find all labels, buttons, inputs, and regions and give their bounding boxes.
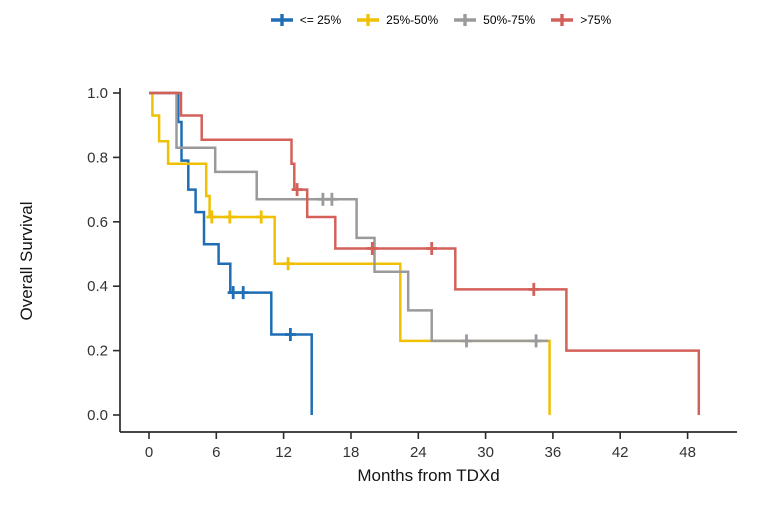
x-tick-label: 36 — [545, 444, 562, 461]
y-tick-label: 1.0 — [87, 85, 108, 102]
y-tick-label: 0.0 — [87, 407, 108, 424]
legend: <= 25% 25%-50% 50%-75% >75% — [55, 13, 771, 27]
x-tick-label: 48 — [679, 444, 696, 461]
x-tick-label: 0 — [145, 444, 153, 461]
y-tick-label: 0.8 — [87, 149, 108, 166]
legend-label: <= 25% — [299, 13, 342, 27]
x-axis-title: Months from TDXd — [357, 466, 500, 485]
legend-item-25-50: 25%-50% — [356, 13, 438, 27]
plus-marker-icon — [357, 14, 380, 26]
km-curve-2 — [149, 91, 549, 343]
legend-label: >75% — [580, 13, 612, 27]
plus-marker-icon — [454, 14, 477, 26]
x-tick-label: 42 — [612, 444, 629, 461]
km-curve-1 — [149, 91, 551, 415]
x-tick-label: 30 — [477, 444, 494, 461]
legend-label: 25%-50% — [386, 13, 439, 27]
legend-label: 50%-75% — [483, 13, 536, 27]
y-tick-label: 0.6 — [87, 214, 108, 231]
y-tick-label: 0.4 — [87, 278, 108, 295]
x-tick-label: 24 — [410, 444, 427, 461]
x-tick-label: 18 — [343, 444, 360, 461]
legend-item-gt75: >75% — [550, 13, 611, 27]
y-axis-title: Overall Survival — [17, 201, 36, 321]
y-tick-label: 0.2 — [87, 343, 108, 360]
km-curve-0 — [149, 91, 313, 415]
legend-item-le25: <= 25% — [270, 13, 341, 27]
plus-marker-icon — [551, 14, 574, 26]
x-tick-label: 12 — [275, 444, 292, 461]
km-curve-3 — [149, 91, 701, 415]
plus-marker-icon — [270, 14, 293, 26]
legend-item-50-75: 50%-75% — [453, 13, 535, 27]
x-tick-label: 6 — [212, 444, 220, 461]
